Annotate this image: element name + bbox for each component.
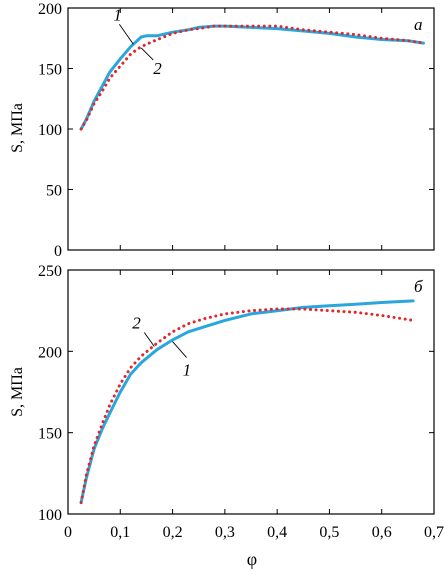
panel-b-annotation-leader <box>172 341 187 358</box>
panel-a-annotation-label: 1 <box>113 5 122 24</box>
panel-a-y-tick-label: 200 <box>38 1 62 18</box>
panel-b-series-2-line <box>79 307 415 505</box>
panel-b-annotation-leader <box>143 332 155 347</box>
panel-a-frame <box>67 7 435 251</box>
panel-a-annotation-leader <box>118 24 134 45</box>
x-axis-label: φ <box>247 549 257 569</box>
panel-a-series-1-line <box>79 24 425 131</box>
panel-a-y-tick-label: 50 <box>46 183 62 200</box>
panel-b-y-ticks: 100 150 200 250 <box>38 263 434 524</box>
panel-b-x-tick-label: 0 <box>64 524 72 541</box>
panel-b-x-tick-label: 0,5 <box>319 524 339 541</box>
panel-b-y-tick-label: 100 <box>38 507 62 524</box>
panel-b-x-tick-label: 0,2 <box>163 524 183 541</box>
panel-a-series <box>79 24 425 131</box>
panel-b-x-tick-label: 0,1 <box>110 524 130 541</box>
panel-a-annotations: 12 <box>113 5 162 78</box>
panel-a-y-tick-label: 100 <box>38 122 62 139</box>
panel-b-x-ticks: 0 0,1 0,2 0,3 0,4 0,5 0,6 0,7 <box>64 270 444 541</box>
panel-a-x-ticks <box>67 8 435 250</box>
panel-b-x-tick-label: 0,6 <box>372 524 392 541</box>
panel-b-ylabel: S, МПа <box>9 367 26 417</box>
panel-b-x-tick-label: 0,3 <box>215 524 235 541</box>
panel-a-series-2-line <box>79 24 425 131</box>
panel-b-y-tick-label: 150 <box>38 426 62 443</box>
panel-b-y-tick-label: 250 <box>38 263 62 280</box>
panel-a-y-tick-label: 150 <box>38 62 62 79</box>
panel-b-annotations: 21 <box>132 313 191 379</box>
panel-b-label: б <box>414 277 423 296</box>
panel-b-annotation-label: 1 <box>183 361 192 380</box>
panel-b-x-tick-label: 0,7 <box>424 524 444 541</box>
panel-a-y-ticks: 0 50 100 150 200 <box>38 1 434 260</box>
panel-a-annotation-leader <box>140 47 154 61</box>
panel-b-series <box>79 299 415 505</box>
panel-a-y-tick-label: 0 <box>54 243 62 260</box>
panel-b-annotation-label: 2 <box>132 313 141 332</box>
panel-a-ylabel: S, МПа <box>9 103 26 153</box>
panel-a-annotation-label: 2 <box>153 59 162 78</box>
panel-b-y-tick-label: 200 <box>38 344 62 361</box>
panel-b-frame <box>67 269 435 515</box>
panel-b-x-tick-label: 0,4 <box>267 524 287 541</box>
panel-b-series-1-line <box>79 299 415 505</box>
panel-a-label: а <box>414 15 423 34</box>
